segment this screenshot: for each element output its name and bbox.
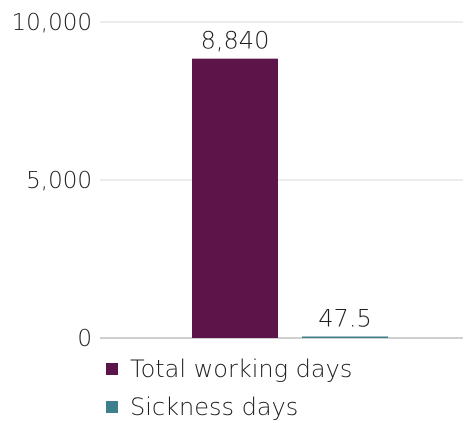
y-tick-label-5000: 5,000 — [26, 168, 92, 194]
y-tick-label-10000: 10,000 — [12, 10, 92, 36]
legend-swatch-total-working-days — [106, 363, 118, 375]
legend-label-total-working-days: Total working days — [130, 355, 353, 383]
data-label-sickness-days: 47.5 — [318, 304, 371, 332]
bar-total-working-days — [192, 58, 278, 338]
legend-swatch-sickness-days — [106, 401, 118, 413]
bar-chart: 0 5,000 10,000 8,840 47.5 — [12, 10, 463, 350]
legend-label-sickness-days: Sickness days — [130, 393, 299, 421]
legend-item-total-working-days: Total working days — [106, 350, 352, 388]
y-tick-label-0: 0 — [77, 326, 92, 350]
data-label-total-working-days: 8,840 — [201, 27, 270, 55]
legend-item-sickness-days: Sickness days — [106, 388, 352, 423]
legend: Total working days Sickness days — [106, 350, 352, 423]
bar-sickness-days — [302, 336, 388, 338]
